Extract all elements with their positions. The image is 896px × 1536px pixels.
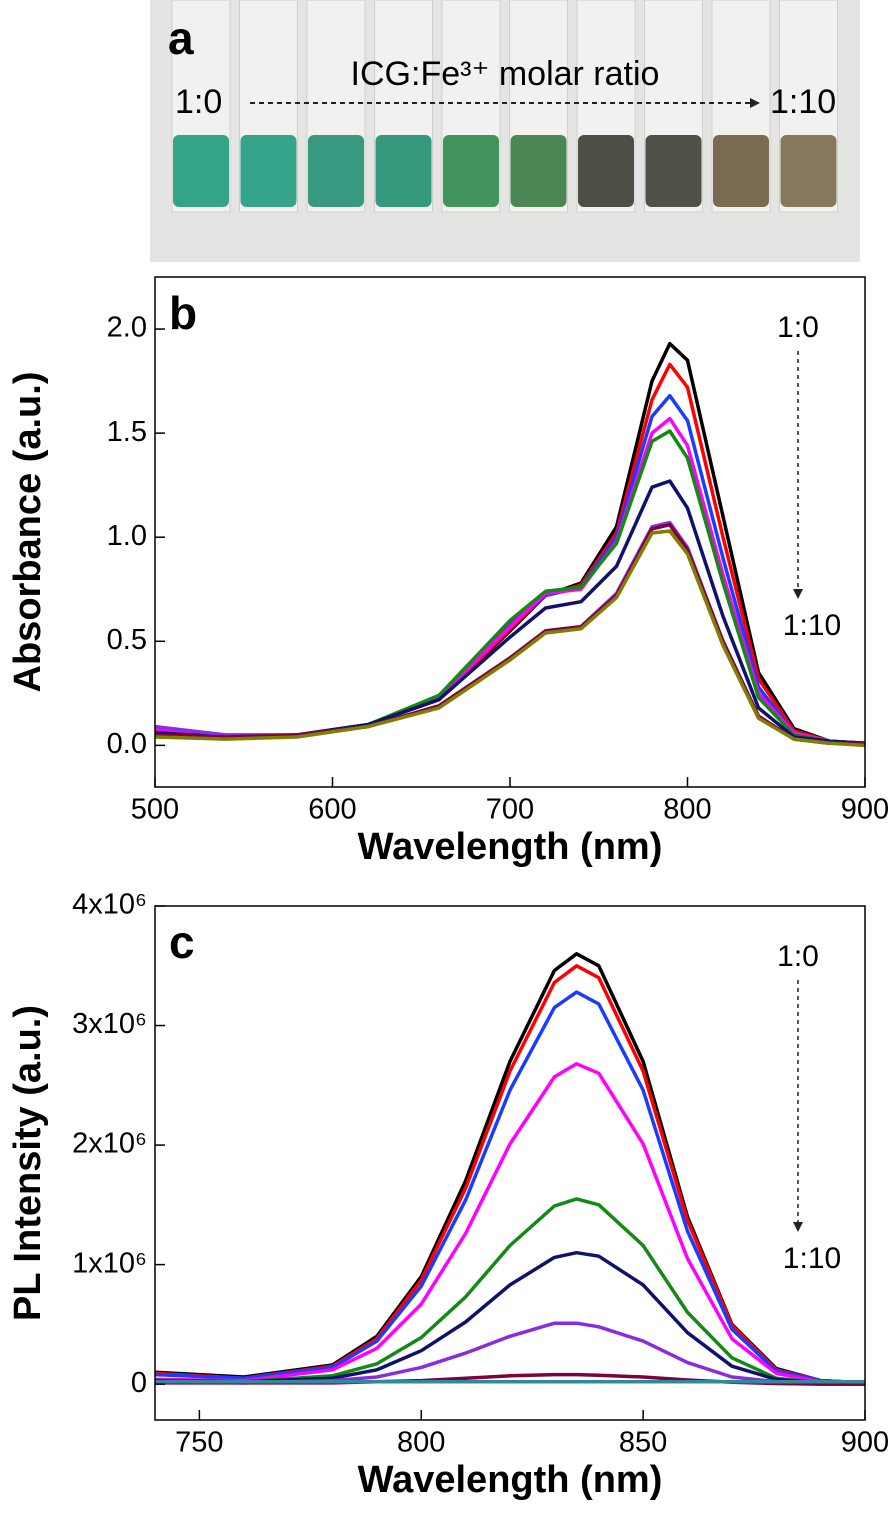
y-tick-label: 0.0 <box>107 728 147 760</box>
series-line <box>155 479 865 746</box>
panel-label: c <box>169 916 195 968</box>
annotation-arrow-head <box>793 589 803 599</box>
y-tick-label: 1.5 <box>107 416 147 448</box>
x-axis-label: Wavelength (nm) <box>358 826 663 868</box>
x-tick-label: 600 <box>308 794 356 826</box>
x-tick-label: 500 <box>131 794 179 826</box>
series-line <box>155 429 865 746</box>
y-tick-label: 0.5 <box>107 624 147 656</box>
x-tick-label: 750 <box>175 1427 223 1459</box>
y-tick-label: 0 <box>131 1367 147 1399</box>
series-line <box>155 522 865 746</box>
x-axis-label: Wavelength (nm) <box>358 1459 663 1501</box>
vial-liquid <box>645 135 702 207</box>
vial-liquid <box>510 135 567 207</box>
y-axis-label: Absorbance (a.u.) <box>7 372 49 693</box>
series-line <box>155 1062 865 1385</box>
x-tick-label: 850 <box>619 1427 667 1459</box>
x-tick-label: 800 <box>663 794 711 826</box>
end-label: 1:10 <box>770 83 836 121</box>
vial-liquid <box>308 135 364 207</box>
vial-liquid <box>240 135 297 207</box>
x-tick-label: 900 <box>841 1427 889 1459</box>
panel-label: b <box>169 287 197 339</box>
vial-liquid <box>780 135 837 207</box>
vial-liquid <box>578 135 634 207</box>
series-line <box>155 952 865 1385</box>
start-label: 1:0 <box>175 83 222 121</box>
annotation: 1:0 <box>777 311 819 344</box>
series-line <box>155 990 865 1385</box>
x-tick-label: 800 <box>397 1427 445 1459</box>
x-tick-label: 900 <box>841 794 889 826</box>
y-tick-label: 2x10⁶ <box>72 1128 147 1160</box>
series-line <box>155 1321 865 1386</box>
vial-liquid <box>375 135 432 207</box>
y-tick-label: 1.0 <box>107 520 147 552</box>
annotation: 1:10 <box>783 1242 841 1275</box>
series-line <box>155 1197 865 1386</box>
vial-liquid <box>443 135 499 207</box>
y-tick-label: 4x10⁶ <box>72 889 147 921</box>
series-line <box>155 529 865 748</box>
annotation: 1:10 <box>783 609 841 642</box>
vial-liquid <box>173 135 229 207</box>
annotation: 1:0 <box>777 940 819 973</box>
x-tick-label: 700 <box>486 794 534 826</box>
plot-frame <box>154 276 866 788</box>
photo-title: ICG:Fe³⁺ molar ratio <box>351 55 660 93</box>
annotation-arrow-head <box>793 1222 803 1232</box>
panel-label: a <box>168 12 194 64</box>
ratio-arrow-head <box>750 98 760 108</box>
series-line <box>155 964 865 1385</box>
vials <box>171 0 838 213</box>
plot-frame <box>154 905 866 1421</box>
y-tick-label: 3x10⁶ <box>72 1008 147 1040</box>
y-tick-label: 1x10⁶ <box>72 1247 147 1279</box>
y-axis-label: PL Intensity (a.u.) <box>7 1005 49 1321</box>
series-line <box>155 1250 865 1386</box>
y-tick-label: 2.0 <box>107 312 147 344</box>
vial-liquid <box>713 135 769 207</box>
